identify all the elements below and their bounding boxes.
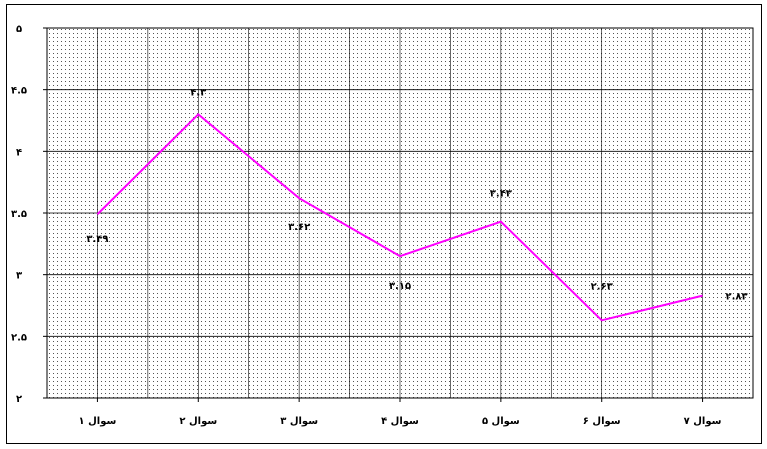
gridlines	[43, 27, 754, 402]
y-tick-label: ۵	[16, 24, 22, 35]
y-axis-ticks: ۲ ۲.۵ ۳ ۳.۵ ۴ ۴.۵ ۵	[11, 24, 27, 405]
x-tick-label: سوال ۲	[179, 416, 217, 427]
y-tick-label: ۳	[16, 271, 22, 282]
data-label: ۳.۴۳	[490, 189, 512, 200]
data-label: ۳.۶۲	[288, 222, 310, 233]
x-tick-label: سوال ۱	[79, 416, 117, 427]
x-tick-label: سوال ۶	[583, 416, 621, 427]
data-label: ۲.۶۳	[591, 281, 613, 292]
y-tick-label: ۴.۵	[11, 86, 27, 97]
series-line	[96, 112, 703, 322]
x-tick-label: سوال ۳	[280, 416, 318, 427]
x-tick-label: سوال ۷	[684, 416, 722, 427]
x-tick-label: سوال ۵	[482, 416, 520, 427]
y-tick-label: ۲.۵	[11, 332, 27, 343]
data-label: ۴.۳	[190, 87, 206, 98]
data-labels: ۳.۴۹ ۴.۳ ۳.۶۲ ۳.۱۵ ۳.۴۳ ۲.۶۳ ۲.۸۳	[86, 87, 747, 302]
y-tick-label: ۳.۵	[11, 209, 27, 220]
data-label: ۳.۴۹	[86, 234, 108, 245]
y-tick-label: ۲	[16, 394, 22, 405]
x-axis-ticks: سوال ۱ سوال ۲ سوال ۳ سوال ۴ سوال ۵ سوال ۶ سوال…	[79, 416, 722, 427]
data-label: ۳.۱۵	[389, 281, 411, 292]
data-label: ۲.۸۳	[726, 292, 748, 303]
y-tick-label: ۴	[16, 147, 22, 158]
x-tick-label: سوال ۴	[381, 416, 419, 427]
